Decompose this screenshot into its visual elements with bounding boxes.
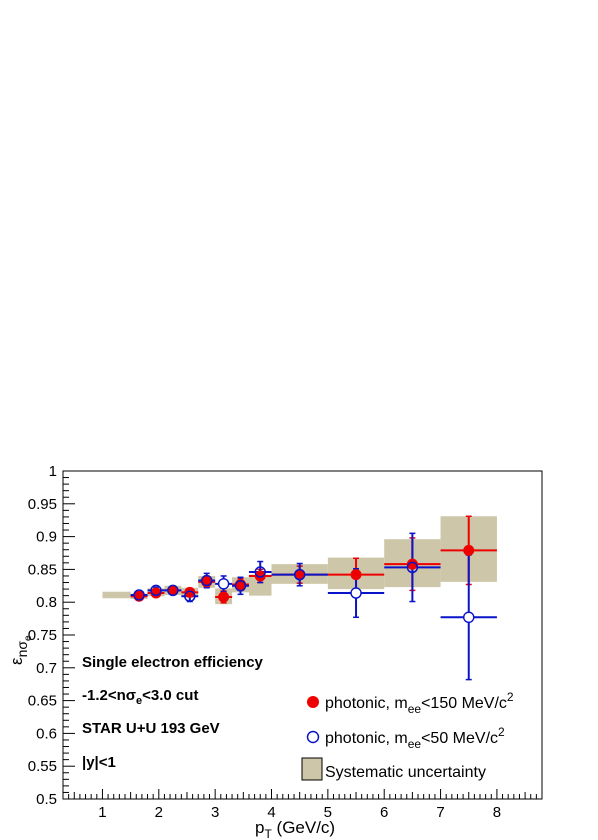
legend-label-50: photonic, mee<50 MeV/c2: [325, 725, 505, 751]
legend-label-150: photonic, mee<150 MeV/c2: [325, 690, 514, 716]
x-tick-label: 3: [211, 804, 219, 821]
series-50-point: [293, 568, 306, 581]
series-50-point-fill: [219, 579, 228, 589]
series-50-point-fill: [464, 612, 474, 622]
data-series: [130, 515, 497, 681]
y-tick-label: 0.75: [28, 627, 57, 644]
series-150-point: [150, 587, 162, 599]
y-tick-label: 0.8: [36, 594, 57, 611]
systematic-box: [248, 574, 272, 596]
note-title: Single electron efficiency: [82, 654, 264, 671]
legend-marker-filled: [307, 696, 319, 708]
note-rapidity: |y|<1: [82, 754, 116, 771]
series-50-point: [350, 587, 362, 599]
x-tick-label: 2: [155, 804, 163, 821]
y-tick-label: 0.55: [28, 758, 57, 775]
x-tick-label: 6: [380, 804, 388, 821]
series-50-point: [184, 590, 196, 603]
x-tick-label: 1: [98, 804, 106, 821]
y-tick-label: 1: [49, 463, 57, 480]
series-150-point: [350, 569, 362, 581]
x-tick-label: 7: [436, 804, 444, 821]
legend-marker-open: [306, 730, 320, 744]
series-150-point: [167, 584, 179, 596]
x-tick-label: 4: [267, 804, 275, 821]
y-tick-label: 0.85: [28, 561, 57, 578]
series-150-point: [254, 570, 266, 582]
series-150-point: [184, 586, 196, 598]
note-experiment: STAR U+U 193 GeV: [82, 720, 220, 737]
axes: 0.5 0.55 0.6 0.65 0.7 0.75 0.8 0.85 0.9 0.95 1 1 2 3 4…: [28, 463, 543, 821]
legend-systematic-swatch: [301, 757, 323, 781]
series-50-point: [217, 578, 230, 590]
series-150-point: [294, 569, 306, 581]
series-50-point: [234, 580, 247, 592]
note-cut: -1.2<nσe<3.0 cut: [82, 687, 198, 707]
legend-label-systematic: Systematic uncertainty: [325, 764, 486, 781]
x-tick-label: 8: [493, 804, 501, 821]
x-tick-label: 5: [324, 804, 332, 821]
legend: photonic, mee<150 MeV/c2 photonic, mee<5…: [301, 690, 514, 781]
series-50-point: [133, 589, 145, 601]
y-tick-label: 0.9: [36, 529, 57, 546]
y-tick-label: 0.95: [28, 496, 57, 513]
series-50-point: [254, 566, 266, 578]
series-150-point: [218, 591, 230, 603]
y-tick-label: 0.5: [36, 791, 57, 808]
series-50-point: [200, 574, 213, 587]
systematic-box: [102, 591, 131, 599]
y-tick-label: 0.6: [36, 725, 57, 742]
series-150-point: [406, 558, 418, 570]
series-50-point: [462, 611, 475, 624]
series-50-point: [406, 561, 419, 574]
series-50-point: [167, 584, 179, 597]
x-axis-title: pT (GeV/c): [255, 818, 335, 840]
y-tick-label: 0.7: [36, 660, 57, 677]
y-tick-label: 0.65: [28, 693, 57, 710]
y-axis-title: εnσe: [7, 635, 34, 665]
series-150-point: [463, 544, 475, 556]
series-50-point-fill: [351, 588, 361, 598]
series-50-point: [150, 584, 162, 597]
